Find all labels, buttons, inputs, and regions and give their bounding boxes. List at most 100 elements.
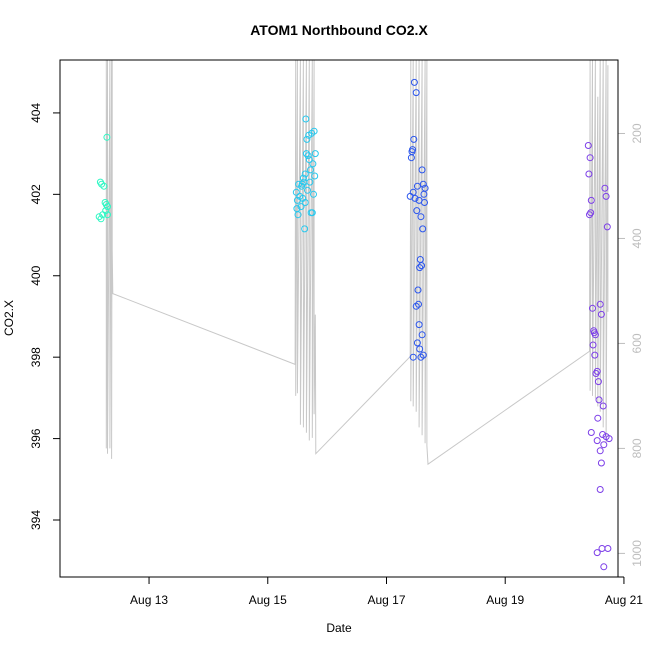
data-point xyxy=(587,196,595,204)
data-point xyxy=(297,203,305,211)
data-point xyxy=(97,215,105,223)
data-point xyxy=(98,180,106,188)
data-point xyxy=(421,184,429,192)
data-points xyxy=(95,78,613,571)
data-point xyxy=(419,351,427,359)
data-point xyxy=(418,331,426,339)
secondary-tick-label: 1000 xyxy=(630,540,644,567)
data-point xyxy=(95,213,103,221)
data-point xyxy=(599,431,607,438)
y-axis-label: CO2.X xyxy=(2,300,16,336)
data-point xyxy=(301,225,309,233)
data-point xyxy=(411,194,419,202)
data-point xyxy=(596,486,604,493)
data-point xyxy=(595,396,603,404)
data-point xyxy=(412,89,420,97)
data-point xyxy=(596,300,604,308)
data-point xyxy=(419,225,427,233)
data-point xyxy=(591,351,599,359)
data-point xyxy=(416,264,424,272)
y-tick-label: 396 xyxy=(29,428,43,448)
x-axis: Aug 13 Aug 15 Aug 17 Aug 19 Aug 21 xyxy=(130,576,643,607)
data-point xyxy=(409,188,417,196)
data-point xyxy=(410,78,418,86)
data-point xyxy=(307,166,314,174)
data-point xyxy=(597,310,605,318)
data-point xyxy=(590,329,598,337)
y-tick-label: 400 xyxy=(29,265,43,285)
data-point xyxy=(594,414,602,422)
y-tick-label: 398 xyxy=(29,347,43,367)
data-point xyxy=(599,402,607,410)
data-point xyxy=(409,353,417,361)
data-point xyxy=(417,213,425,221)
data-point xyxy=(586,154,594,162)
data-point xyxy=(303,135,311,143)
secondary-tick-label: 400 xyxy=(630,228,644,248)
data-point xyxy=(421,199,428,206)
data-point xyxy=(418,262,425,270)
y-tick-label: 404 xyxy=(29,103,43,123)
data-point xyxy=(104,211,111,219)
data-point xyxy=(305,156,313,164)
data-point xyxy=(304,152,312,160)
data-point xyxy=(309,160,317,168)
data-point xyxy=(300,178,308,186)
data-point xyxy=(310,127,318,135)
plot-frame xyxy=(59,59,619,578)
data-point xyxy=(603,223,611,231)
secondary-tick-label: 800 xyxy=(630,438,644,458)
data-point xyxy=(308,209,316,217)
data-point xyxy=(292,188,300,196)
data-point xyxy=(589,341,597,349)
data-point xyxy=(602,192,610,200)
data-point xyxy=(601,184,609,192)
data-point xyxy=(301,199,309,206)
data-point xyxy=(593,367,601,375)
x-tick-label: Aug 21 xyxy=(605,593,643,607)
data-point xyxy=(593,437,601,445)
data-point xyxy=(593,549,601,557)
data-point xyxy=(604,545,612,552)
data-point xyxy=(416,345,424,353)
data-point xyxy=(299,174,307,182)
data-point xyxy=(414,286,422,294)
data-point xyxy=(104,203,111,211)
data-point xyxy=(419,180,427,188)
data-point xyxy=(412,302,420,310)
data-point xyxy=(589,304,596,312)
data-point xyxy=(102,207,110,215)
data-point xyxy=(301,170,309,178)
data-point xyxy=(410,135,418,143)
data-point xyxy=(302,115,310,123)
data-point xyxy=(413,182,421,190)
data-point xyxy=(311,172,319,180)
secondary-tick-label: 600 xyxy=(630,333,644,353)
data-point xyxy=(596,447,604,455)
data-point xyxy=(413,339,421,347)
x-tick-label: Aug 19 xyxy=(486,593,524,607)
data-point xyxy=(605,435,613,443)
data-point xyxy=(600,441,608,449)
data-point xyxy=(587,429,595,436)
x-tick-label: Aug 13 xyxy=(130,593,168,607)
data-point xyxy=(584,142,592,149)
data-point xyxy=(311,150,319,158)
y-tick-label: 394 xyxy=(29,510,43,530)
x-tick-label: Aug 15 xyxy=(249,593,287,607)
secondary-tick-label: 200 xyxy=(630,123,644,143)
data-point xyxy=(415,321,423,329)
data-point xyxy=(304,186,311,194)
data-point xyxy=(418,166,426,174)
data-point xyxy=(415,300,422,308)
data-point xyxy=(305,131,313,139)
data-point xyxy=(302,150,310,158)
x-axis-label: Date xyxy=(326,621,352,635)
data-point xyxy=(587,209,595,217)
data-point xyxy=(294,211,302,219)
data-point xyxy=(597,459,605,467)
data-point xyxy=(413,207,421,215)
data-point xyxy=(103,133,111,141)
